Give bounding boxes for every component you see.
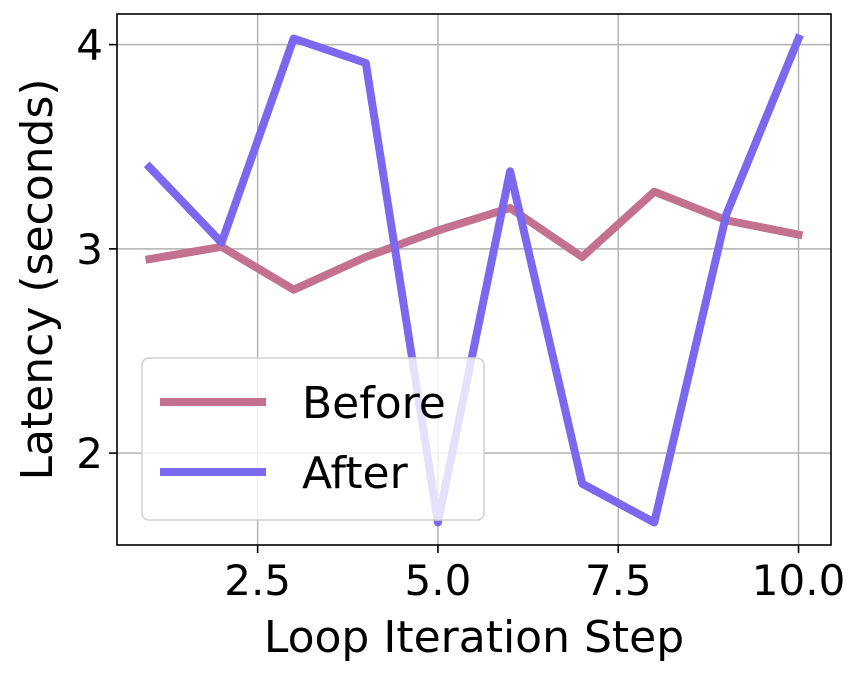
- x-tick-label-0: 2.5: [224, 556, 291, 605]
- y-tick-label-1: 3: [76, 225, 103, 274]
- plot-frame: [116, 13, 832, 546]
- legend-label-after: After: [302, 448, 409, 499]
- series-line-after: [143, 33, 804, 527]
- x-axis-label: Loop Iteration Step: [264, 612, 684, 663]
- grid: [117, 14, 831, 545]
- series-lines: [143, 33, 804, 527]
- legend: Before After: [141, 357, 485, 521]
- series-line-before: [144, 187, 804, 294]
- x-tick-label-1: 5.0: [405, 556, 472, 605]
- legend-label-before: Before: [302, 378, 446, 429]
- y-axis-label: Latency (seconds): [12, 78, 63, 480]
- y-axis-ticks: 2 3 4: [76, 21, 117, 478]
- x-axis-ticks: 2.5 5.0 7.5 10.0: [224, 545, 845, 605]
- x-tick-label-2: 7.5: [585, 556, 652, 605]
- y-tick-label-0: 2: [76, 429, 103, 478]
- y-tick-label-2: 4: [76, 21, 103, 70]
- x-tick-label-3: 10.0: [752, 556, 846, 605]
